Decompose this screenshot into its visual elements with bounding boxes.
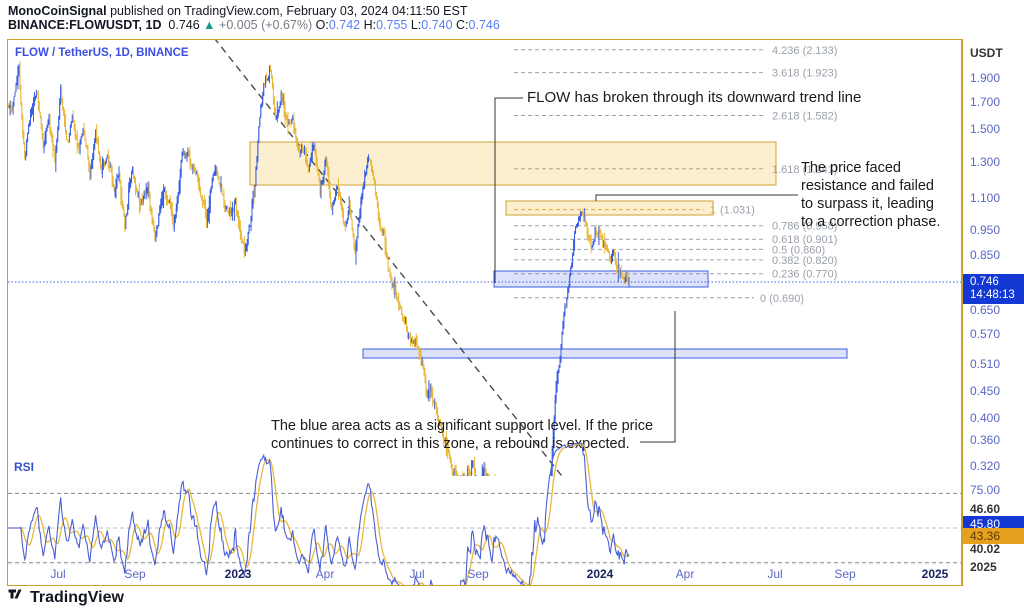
svg-text:RSI: RSI bbox=[14, 460, 34, 474]
